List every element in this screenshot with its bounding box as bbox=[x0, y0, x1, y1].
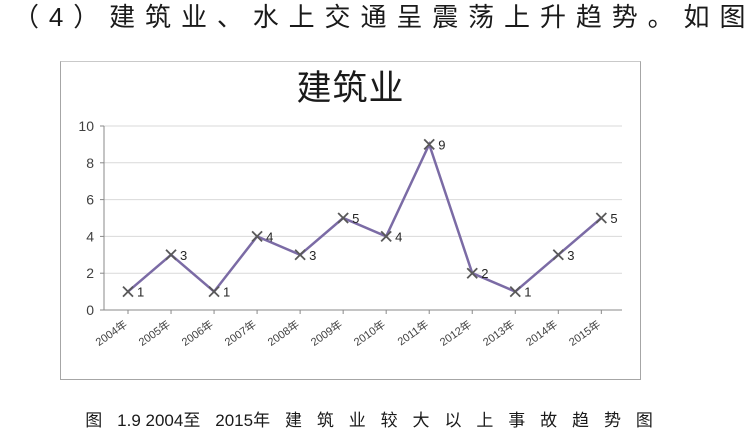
svg-text:5: 5 bbox=[352, 211, 359, 226]
svg-text:3: 3 bbox=[309, 248, 316, 263]
svg-text:2014年: 2014年 bbox=[523, 317, 560, 349]
svg-text:2012年: 2012年 bbox=[437, 317, 474, 349]
svg-text:2007年: 2007年 bbox=[222, 317, 259, 349]
svg-text:0: 0 bbox=[86, 302, 94, 318]
svg-text:2010年: 2010年 bbox=[351, 317, 388, 349]
svg-text:3: 3 bbox=[180, 248, 187, 263]
svg-text:1: 1 bbox=[223, 285, 230, 300]
svg-text:10: 10 bbox=[78, 118, 94, 134]
svg-text:4: 4 bbox=[86, 228, 94, 244]
svg-text:2005年: 2005年 bbox=[136, 317, 173, 349]
svg-text:9: 9 bbox=[438, 137, 445, 152]
svg-text:2: 2 bbox=[481, 266, 488, 281]
svg-text:1: 1 bbox=[137, 285, 144, 300]
svg-text:2: 2 bbox=[86, 265, 94, 281]
svg-text:2006年: 2006年 bbox=[179, 317, 216, 349]
svg-text:4: 4 bbox=[266, 229, 273, 244]
svg-text:2004年: 2004年 bbox=[93, 317, 130, 349]
svg-text:3: 3 bbox=[567, 248, 574, 263]
svg-text:2015年: 2015年 bbox=[566, 317, 603, 349]
svg-text:2013年: 2013年 bbox=[480, 317, 517, 349]
svg-text:1: 1 bbox=[524, 285, 531, 300]
svg-text:6: 6 bbox=[86, 192, 94, 208]
svg-text:2008年: 2008年 bbox=[265, 317, 302, 349]
svg-text:8: 8 bbox=[86, 155, 94, 171]
svg-text:5: 5 bbox=[610, 211, 617, 226]
svg-text:建筑业: 建筑业 bbox=[296, 69, 404, 108]
svg-text:4: 4 bbox=[395, 229, 402, 244]
svg-text:2011年: 2011年 bbox=[395, 317, 431, 348]
svg-text:2009年: 2009年 bbox=[308, 317, 345, 349]
